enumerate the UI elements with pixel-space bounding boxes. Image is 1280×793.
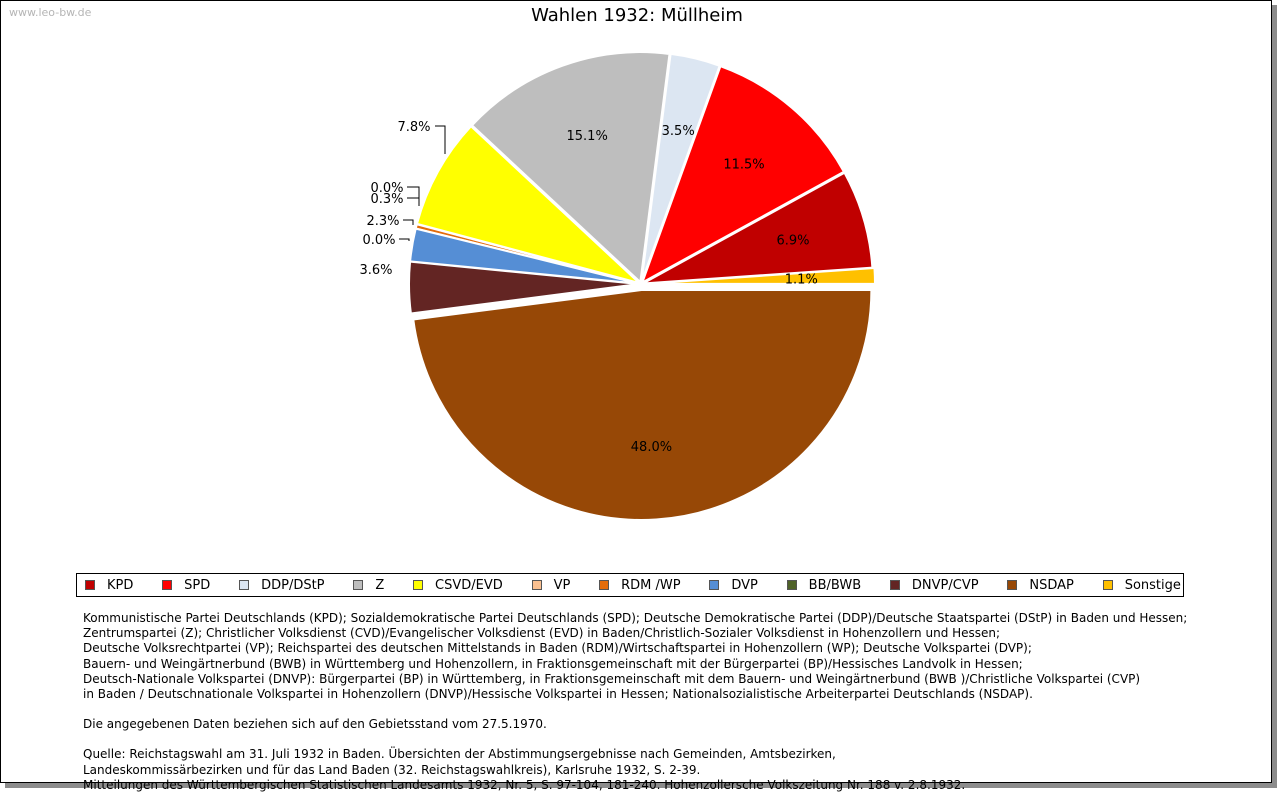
slice-label: 1.1%	[785, 272, 818, 287]
slice-label: 6.9%	[776, 233, 809, 248]
legend-label: DNVP/CVP	[911, 577, 979, 593]
legend-item: DDP/DStP	[239, 577, 325, 593]
legend-label: DVP	[731, 577, 758, 593]
legend-swatch	[786, 580, 797, 590]
legend-label: Z	[375, 577, 385, 593]
legend-item: DNVP/CVP	[889, 577, 979, 593]
party-abbreviations: Kommunistische Partei Deutschlands (KPD)…	[83, 611, 1233, 702]
label-leader-line	[435, 125, 446, 154]
slice-label: 11.5%	[723, 158, 764, 173]
slice-label: 7.8%	[397, 120, 430, 135]
pie-chart: 6.9%11.5%3.5%15.1%7.8%0.0%0.3%2.3%0.0%3.…	[359, 51, 876, 521]
label-leader-line	[403, 219, 414, 225]
pie-slice-nsdap	[412, 288, 873, 521]
slice-label: 0.0%	[370, 181, 403, 196]
legend-item: KPD	[85, 578, 133, 593]
slice-label: 0.0%	[362, 233, 395, 248]
pie-slice-csvdevd	[415, 124, 640, 284]
legend-swatch	[889, 580, 900, 590]
legend: KPD SPD DDP/DStP Z CSVD/EVD VP RDM /WP DVP BB/BW…	[76, 573, 1184, 597]
legend-item: VP	[531, 577, 571, 593]
legend-label: CSVD/EVD	[435, 577, 503, 593]
legend-swatch	[85, 580, 95, 590]
watermark: www.leo-bw.de	[9, 6, 92, 19]
legend-swatch	[709, 580, 720, 590]
legend-label: RDM /WP	[621, 577, 681, 593]
note-line: Bauern- und Weingärtnerbund (BWB) in Wür…	[83, 656, 1023, 671]
label-leader-line	[399, 238, 410, 241]
note-line: Landeskommissärbezirken und für das Land…	[83, 762, 701, 777]
notes: Kommunistische Partei Deutschlands (KPD)…	[83, 611, 1233, 793]
legend-swatch	[413, 580, 424, 590]
legend-item: NSDAP	[1007, 578, 1074, 593]
legend-item: RDM /WP	[599, 577, 681, 593]
legend-swatch	[599, 580, 610, 590]
legend-label: NSDAP	[1029, 577, 1074, 593]
note-line: Deutsche Volksrechtpartei (VP); Reichspa…	[83, 641, 1032, 656]
legend-item: CSVD/EVD	[413, 578, 503, 593]
territory-note: Die angegebenen Daten beziehen sich auf …	[83, 717, 547, 732]
legend-swatch	[1102, 580, 1113, 590]
legend-label: BB/BWB	[808, 577, 862, 593]
pie-slice-dnvpcvp	[408, 260, 640, 315]
legend-swatch	[239, 580, 250, 590]
legend-item: Z	[353, 578, 384, 593]
legend-item: BB/BWB	[786, 577, 862, 593]
slice-label: 3.6%	[359, 263, 392, 278]
legend-item: SPD	[162, 578, 210, 593]
slice-label: 15.1%	[567, 129, 608, 144]
note-line: Zentrumspartei (Z); Christlicher Volksdi…	[83, 626, 1001, 641]
legend-item: DVP	[709, 578, 758, 593]
note-line: Mitteilungen des Württembergischen Stati…	[83, 777, 966, 792]
note-line: in Baden / Deutschnationale Volkspartei …	[83, 687, 1033, 702]
note-line: Deutsch-Nationale Volkspartei (DNVP): Bü…	[83, 671, 1141, 686]
chart-title: Wahlen 1932: Müllheim	[531, 5, 743, 26]
source-note: Quelle: Reichstagswahl am 31. Juli 1932 …	[83, 747, 1233, 793]
legend-item: Sonstige	[1102, 577, 1181, 593]
legend-label: Sonstige	[1124, 577, 1181, 593]
legend-label: DDP/DStP	[261, 577, 325, 593]
legend-swatch	[162, 580, 173, 590]
pie-slice-z	[470, 51, 671, 285]
note-line: Quelle: Reichstagswahl am 31. Juli 1932 …	[83, 747, 836, 762]
legend-label: VP	[553, 577, 571, 593]
slice-label: 2.3%	[366, 214, 399, 229]
slice-label: 0.3%	[370, 192, 403, 207]
pie-slice-spd	[640, 64, 846, 285]
legend-label: SPD	[184, 577, 211, 593]
legend-swatch	[1007, 580, 1018, 590]
pie-slice-ddpdstp	[640, 52, 721, 283]
slice-label: 48.0%	[631, 440, 672, 455]
legend-swatch	[353, 580, 364, 590]
note-line: Kommunistische Partei Deutschlands (KPD)…	[83, 611, 1188, 625]
label-leader-line	[407, 186, 420, 198]
legend-swatch	[531, 580, 542, 590]
slice-label: 3.5%	[662, 124, 695, 139]
legend-label: KPD	[107, 577, 134, 593]
pie-slice-sonstige	[644, 266, 876, 285]
label-leader-line	[407, 197, 420, 206]
